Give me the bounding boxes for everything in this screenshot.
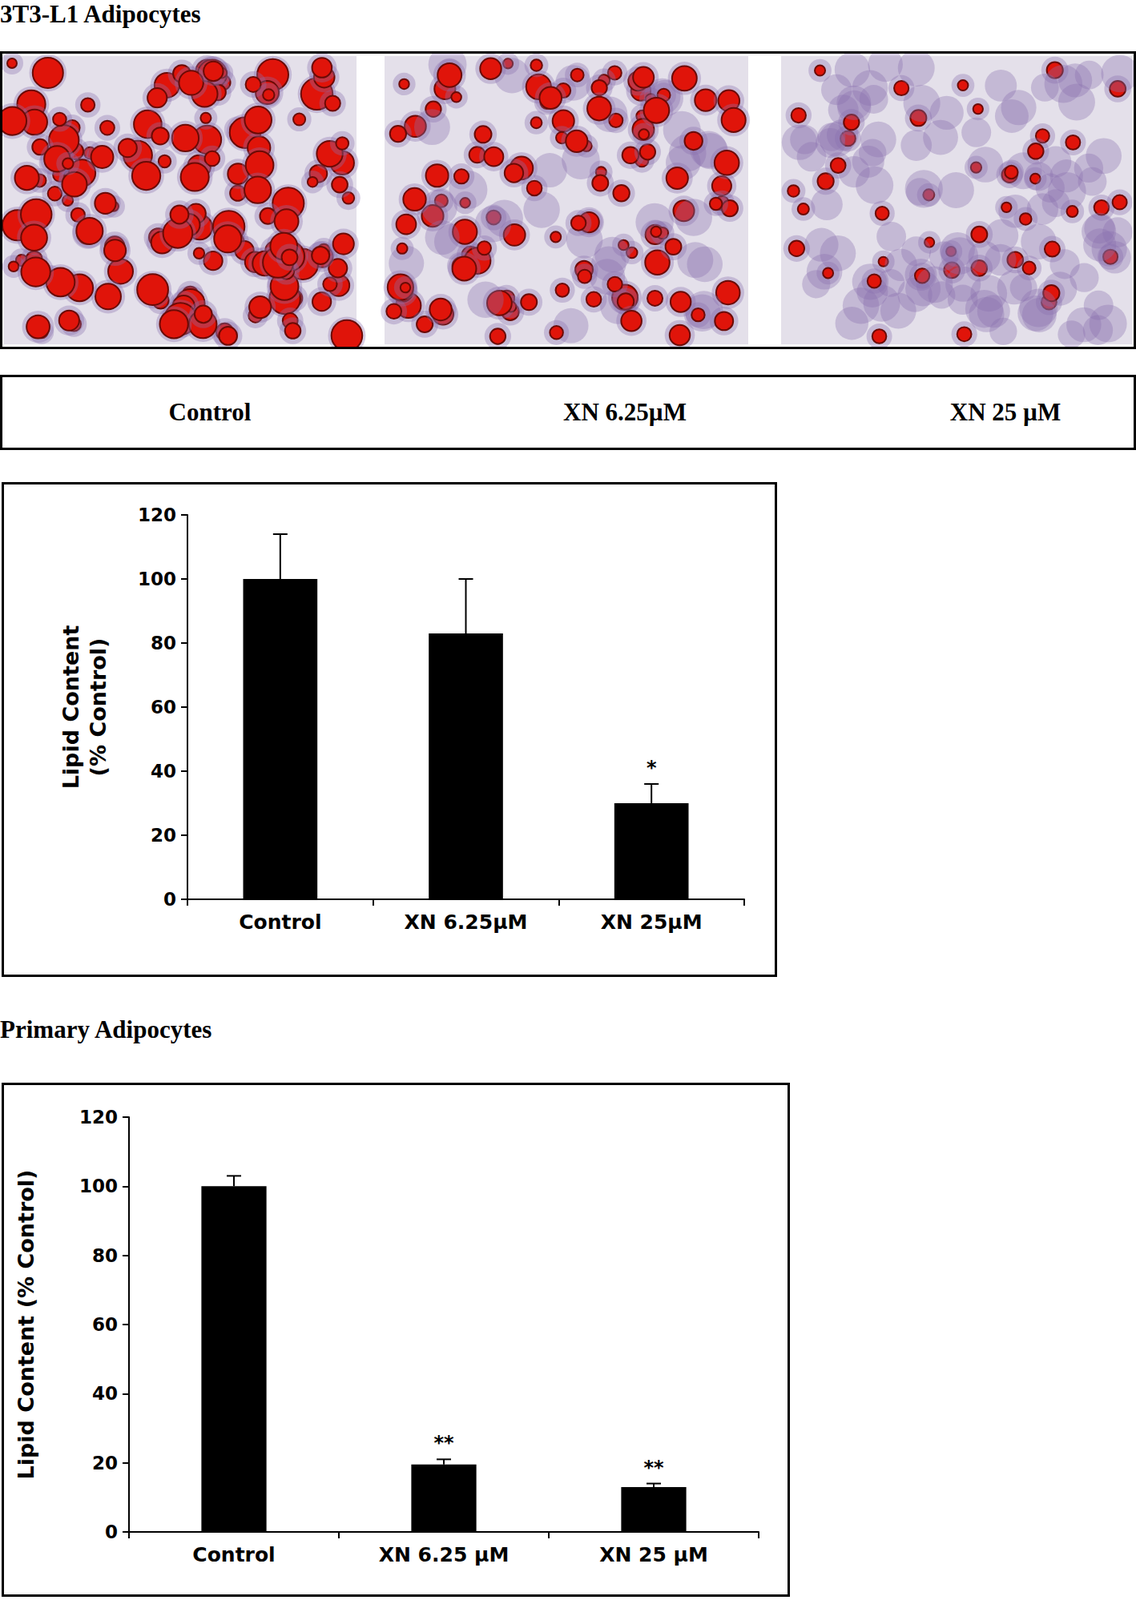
svg-text:20: 20 xyxy=(150,825,177,846)
svg-text:120: 120 xyxy=(79,1107,118,1128)
svg-text:0: 0 xyxy=(163,889,177,911)
svg-text:XN 25µM: XN 25µM xyxy=(600,910,703,935)
svg-text:(% Control): (% Control) xyxy=(85,638,111,778)
svg-text:120: 120 xyxy=(137,504,177,526)
html-text:3T3-L1 Adipocytes: 3T3-L1 Adipocytes xyxy=(0,0,201,29)
svg-text:Lipid Content (% Control): Lipid Content (% Control) xyxy=(13,1170,39,1481)
html-text:Primary Adipocytes: Primary Adipocytes xyxy=(0,1015,212,1044)
svg-text:Control: Control xyxy=(238,910,322,935)
svg-text:0: 0 xyxy=(104,1522,118,1543)
svg-text:Control: Control xyxy=(192,1543,275,1568)
svg-text:40: 40 xyxy=(150,761,177,782)
svg-text:**: ** xyxy=(643,1457,665,1480)
html-text:Control: Control xyxy=(168,398,252,427)
svg-text:20: 20 xyxy=(92,1453,118,1475)
svg-text:80: 80 xyxy=(92,1245,118,1267)
svg-text:XN 25 µM: XN 25 µM xyxy=(599,1543,709,1568)
svg-text:60: 60 xyxy=(92,1314,118,1336)
svg-text:*: * xyxy=(646,757,657,780)
svg-text:80: 80 xyxy=(150,632,177,654)
svg-text:100: 100 xyxy=(79,1176,118,1197)
html-text:XN 6.25µM: XN 6.25µM xyxy=(563,398,687,427)
svg-text:100: 100 xyxy=(137,568,177,590)
svg-text:40: 40 xyxy=(92,1383,118,1405)
svg-text:**: ** xyxy=(433,1432,455,1455)
svg-text:XN 6.25µM: XN 6.25µM xyxy=(404,910,528,935)
svg-text:XN 6.25 µM: XN 6.25 µM xyxy=(378,1543,510,1568)
svg-text:60: 60 xyxy=(150,696,177,718)
html-text:XN 25 µM: XN 25 µM xyxy=(949,398,1061,427)
svg-text:Lipid Content: Lipid Content xyxy=(58,625,84,790)
